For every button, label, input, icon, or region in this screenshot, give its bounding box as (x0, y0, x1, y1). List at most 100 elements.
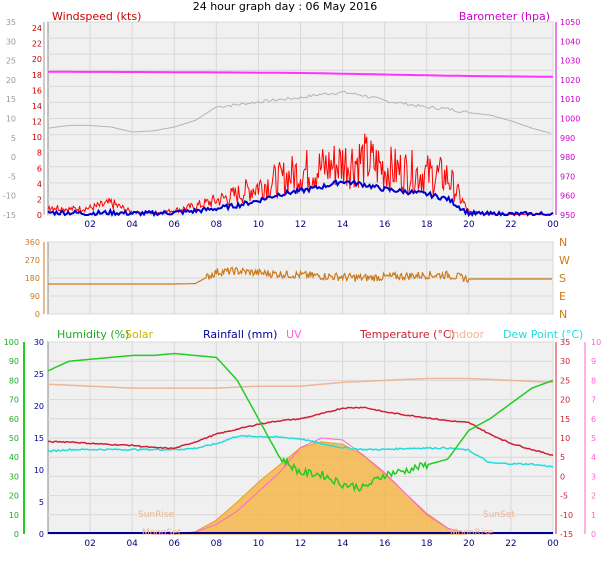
humidity-label: Humidity (%) (57, 328, 129, 341)
humidity-tick-label: 100 (4, 338, 19, 347)
baro-tick-label: 990 (560, 134, 575, 143)
rain-tick-label: 20 (34, 402, 44, 411)
direction-tick-label: 180 (25, 274, 40, 283)
sunrise-annotation: SunRise (138, 510, 175, 520)
grey-tick-label: 15 (6, 95, 16, 104)
wind-tick-label: 8 (37, 149, 42, 158)
baro-tick-label: 1000 (560, 115, 580, 124)
wind-tick-label: 14 (32, 102, 42, 111)
grey-tick-label: 35 (6, 18, 16, 27)
direction-tick-label: 360 (25, 238, 40, 247)
uv-tick-label: 4 (591, 453, 596, 462)
grey-tick-label: 25 (6, 57, 16, 66)
grey-tick-label: 0 (11, 153, 16, 162)
x-tick-label: 22 (505, 220, 516, 230)
barometer-label: Barometer (hpa) (459, 10, 550, 23)
temp-tick-label: 10 (560, 434, 570, 443)
humidity-tick-label: 20 (9, 492, 19, 501)
wind-tick-label: 12 (32, 118, 42, 127)
x-tick-label: 22 (505, 539, 516, 549)
temp-tick-label: 25 (560, 376, 570, 385)
compass-tick-label: S (559, 272, 566, 285)
temp-tick-label: 0 (560, 472, 565, 481)
x-tick-label: 20 (463, 220, 475, 230)
grid-layer (48, 21, 554, 535)
direction-tick-label: 90 (30, 292, 40, 301)
temp-tick-label: -15 (560, 530, 573, 539)
x-tick-label: 14 (337, 539, 349, 549)
compass-tick-label: N (559, 308, 567, 321)
uv-tick-label: 0 (591, 530, 596, 539)
indoor-temperature-line (47, 377, 554, 389)
direction-tick-label: 0 (35, 310, 40, 319)
grey-tick-label: -15 (3, 211, 16, 220)
x-tick-label: 10 (253, 220, 265, 230)
uv-tick-label: 10 (591, 338, 601, 347)
direction-tick-label: 270 (25, 256, 40, 265)
rain-tick-label: 0 (39, 530, 44, 539)
wind-tick-label: 22 (32, 40, 42, 49)
x-tick-label: 20 (463, 539, 475, 549)
x-tick-label: 00 (547, 220, 559, 230)
x-tick-label: 00 (547, 539, 559, 549)
uv-label: UV (286, 328, 302, 341)
solar-area (153, 441, 469, 535)
rain-tick-label: 15 (34, 434, 44, 443)
grey-tick-label: 5 (11, 134, 16, 143)
baro-tick-label: 1050 (560, 18, 580, 27)
baro-tick-label: 950 (560, 211, 575, 220)
grey-tick-label: -5 (8, 172, 16, 181)
indoor-label: Indoor (449, 328, 485, 341)
wind-direction-line (48, 266, 552, 285)
temp-tick-label: 5 (560, 453, 565, 462)
compass-tick-label: W (559, 254, 570, 267)
baro-tick-label: 1040 (560, 37, 580, 46)
humidity-tick-label: 30 (9, 472, 19, 481)
wind-average-line (47, 179, 554, 218)
rain-tick-label: 10 (34, 466, 44, 475)
moonset-annotation: MoonSet (142, 528, 182, 538)
uv-tick-label: 6 (591, 415, 596, 424)
solar-label: Solar (125, 328, 154, 341)
humidity-tick-label: 80 (9, 376, 19, 385)
wind-tick-label: 20 (32, 55, 42, 64)
wind-tick-label: 6 (37, 164, 42, 173)
wind-tick-label: 0 (37, 211, 42, 220)
baro-tick-label: 970 (560, 172, 575, 181)
baro-tick-label: 960 (560, 192, 575, 201)
wind-tick-label: 10 (32, 133, 42, 142)
x-tick-label: 12 (295, 539, 306, 549)
x-tick-label: 06 (169, 220, 181, 230)
humidity-tick-label: 70 (9, 396, 19, 405)
temperature-label: Temperature (°C) (359, 328, 455, 341)
humidity-tick-label: 10 (9, 511, 19, 520)
x-tick-label: 10 (253, 539, 265, 549)
barometer-line (48, 70, 554, 78)
wind-tick-label: 2 (37, 195, 42, 204)
x-tick-label: 16 (379, 220, 391, 230)
x-tick-label: 18 (421, 220, 433, 230)
uv-tick-label: 3 (591, 472, 596, 481)
moonrise-annotation: MoonRise (450, 528, 494, 538)
temp-tick-label: 20 (560, 396, 570, 405)
uv-tick-label: 7 (591, 396, 596, 405)
windspeed-label: Windspeed (kts) (52, 10, 141, 23)
uv-tick-label: 5 (591, 434, 596, 443)
rain-tick-label: 5 (39, 498, 44, 507)
grey-tick-label: 30 (6, 37, 16, 46)
baro-tick-label: 980 (560, 153, 575, 162)
page-title: 24 hour graph day : 06 May 2016 (193, 0, 378, 13)
wind-tick-label: 4 (37, 180, 42, 189)
temp-tick-label: 15 (560, 415, 570, 424)
x-tick-label: 06 (169, 539, 181, 549)
humidity-line (47, 352, 554, 493)
temp-tick-label: 35 (560, 338, 570, 347)
baro-tick-label: 1010 (560, 95, 580, 104)
x-tick-label: 08 (211, 220, 223, 230)
temp-tick-label: -5 (560, 492, 568, 501)
humidity-tick-label: 40 (9, 453, 19, 462)
humidity-tick-label: 60 (9, 415, 19, 424)
dewpoint-label: Dew Point (°C) (503, 328, 583, 341)
